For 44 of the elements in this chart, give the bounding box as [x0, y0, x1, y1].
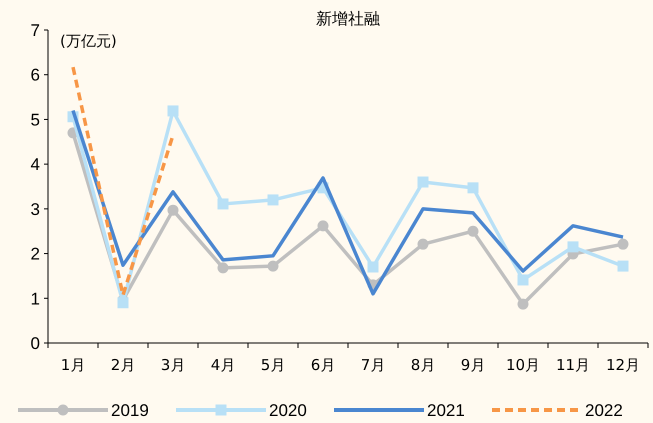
point: [218, 262, 228, 274]
point: [418, 238, 428, 250]
point: [618, 238, 628, 250]
point: [468, 226, 478, 237]
point: [568, 241, 578, 252]
x-tick-label: 11月: [556, 356, 590, 374]
point: [618, 260, 628, 272]
x-tick-label: 3月: [160, 356, 186, 374]
x-tick-label: 6月: [310, 356, 336, 374]
chart-title: 新增社融: [316, 9, 380, 28]
point: [518, 274, 528, 286]
y-axis-title: (万亿元): [60, 32, 117, 50]
x-tick-label: 10月: [506, 356, 540, 374]
x-tick-label: 12月: [606, 356, 640, 374]
y-tick-label: 4: [30, 155, 40, 174]
legend-label: 2022: [585, 401, 623, 420]
point: [218, 198, 228, 210]
point: [268, 260, 278, 272]
x-tick-label: 4月: [210, 356, 236, 374]
legend-label: 2019: [111, 401, 149, 420]
x-tick-label: 1月: [60, 356, 86, 374]
point: [168, 105, 178, 116]
point: [368, 261, 378, 272]
x-tick-label: 5月: [260, 356, 286, 374]
point: [118, 297, 128, 308]
point: [268, 194, 278, 206]
y-tick-label: 1: [30, 289, 40, 308]
point: [468, 182, 478, 194]
legend-label: 2021: [427, 401, 465, 420]
y-tick-label: 2: [30, 244, 40, 264]
y-tick-label: 6: [30, 66, 40, 85]
x-tick-label: 2月: [110, 356, 136, 374]
y-tick-label: 5: [30, 110, 40, 130]
x-tick-label: 7月: [360, 356, 386, 374]
y-tick-label: 3: [30, 200, 40, 219]
y-tick-label: 7: [30, 21, 40, 40]
point: [318, 220, 328, 232]
point: [518, 298, 528, 310]
y-tick-label: 0: [30, 334, 40, 353]
x-tick-label: 8月: [410, 356, 436, 374]
x-tick-label: 9月: [460, 356, 486, 374]
point: [168, 204, 178, 216]
legend-label: 2020: [269, 401, 307, 420]
point: [418, 176, 428, 188]
